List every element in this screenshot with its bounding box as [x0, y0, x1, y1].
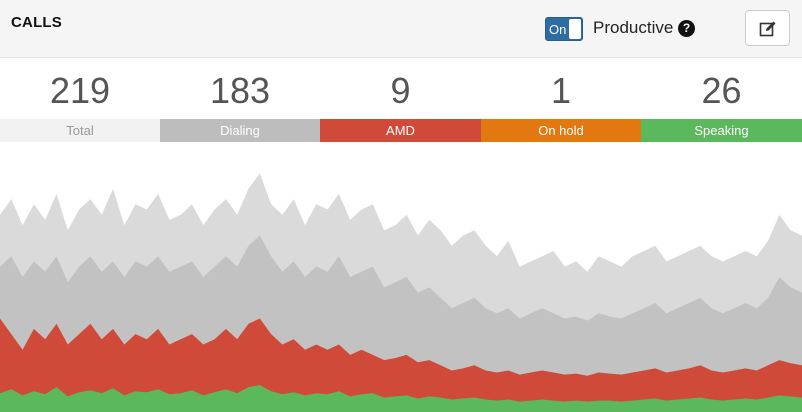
stat-amd: 9 AMD	[320, 58, 481, 142]
stat-dialing: 183 Dialing	[160, 58, 320, 142]
edit-icon	[759, 21, 776, 37]
stat-dialing-value: 183	[209, 70, 271, 111]
header-bar: CALLS On Productive ?	[0, 0, 802, 58]
stat-amd-label: AMD	[320, 119, 481, 142]
stat-speaking-value: 26	[701, 70, 742, 111]
toggle-knob[interactable]	[569, 19, 581, 39]
stat-on-hold-value: 1	[550, 70, 572, 111]
stats-row: 219 Total 183 Dialing 9 AMD 1 On hold 26…	[0, 58, 802, 142]
toggle-on-label: On	[549, 22, 567, 37]
calls-area-chart	[0, 173, 802, 412]
page-title: CALLS	[11, 14, 62, 31]
stat-dialing-label: Dialing	[160, 119, 320, 142]
stat-total-value: 219	[49, 70, 111, 111]
stat-speaking-label: Speaking	[641, 119, 802, 142]
stat-total-label: Total	[0, 119, 160, 142]
stat-on-hold: 1 On hold	[481, 58, 641, 142]
stat-speaking: 26 Speaking	[641, 58, 802, 142]
stat-total: 219 Total	[0, 58, 160, 142]
stat-on-hold-label: On hold	[481, 119, 641, 142]
question-circle-icon[interactable]: ?	[678, 20, 695, 37]
area-series-amd	[0, 318, 802, 412]
stat-amd-value: 9	[390, 70, 411, 111]
edit-button[interactable]	[745, 10, 790, 46]
area-series-speaking	[0, 385, 802, 412]
productive-label: Productive	[593, 18, 674, 37]
productive-toggle[interactable]: On	[545, 17, 583, 41]
